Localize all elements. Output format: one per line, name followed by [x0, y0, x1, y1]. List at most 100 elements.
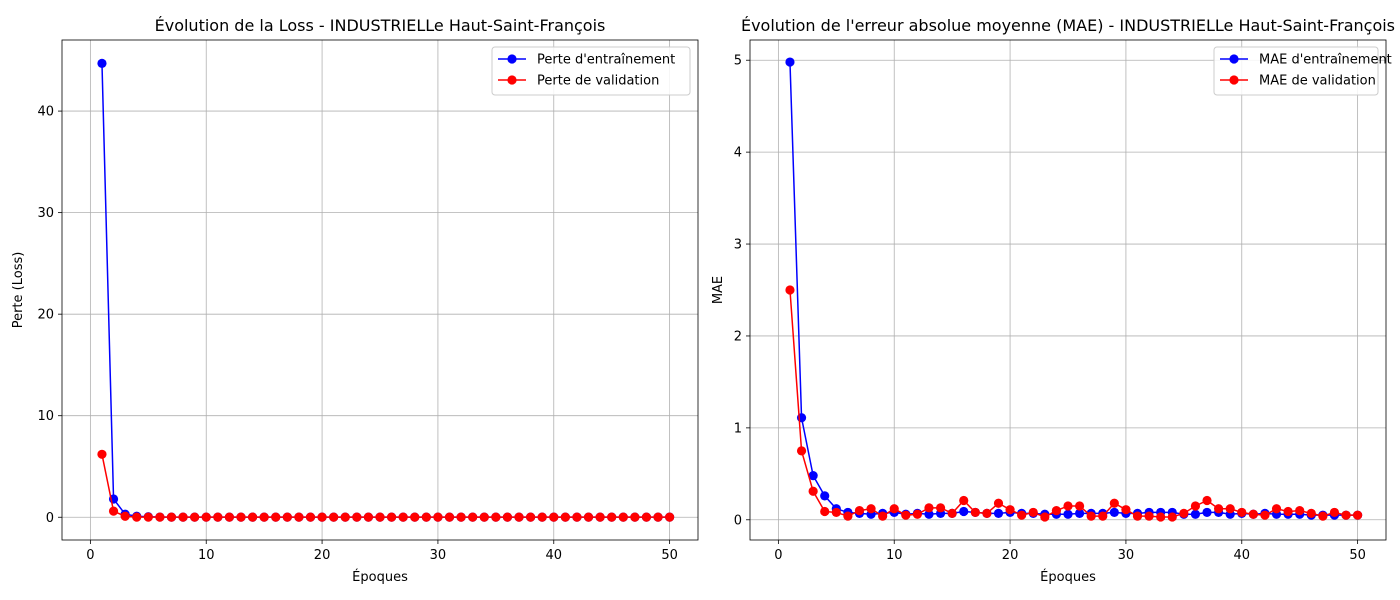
data-point [843, 511, 853, 521]
data-point [1283, 506, 1293, 517]
data-point [630, 512, 640, 522]
data-point [468, 512, 478, 522]
data-point [108, 506, 119, 516]
data-point [1202, 495, 1212, 506]
data-point [1271, 504, 1282, 514]
data-point [213, 512, 223, 522]
data-point [1156, 512, 1166, 522]
data-point [889, 504, 899, 514]
data-point [808, 486, 818, 496]
y-tick-label: 10 [37, 409, 54, 424]
chart-panel-2: 0 10 20 30 40 50 0 1 2 3 4 5 Évolution de l'erreur a… [711, 16, 1395, 585]
legend: MAE d'entraînement MAE de validation [1213, 46, 1392, 96]
data-point [1005, 505, 1015, 515]
plot-area [97, 58, 675, 522]
data-point [831, 507, 841, 518]
data-point [959, 506, 969, 517]
data-point [398, 512, 408, 522]
data-point [1237, 507, 1247, 518]
data-point [653, 512, 663, 522]
plot-area [785, 57, 1363, 522]
legend-label: MAE de validation [1259, 74, 1376, 89]
data-point [947, 508, 957, 518]
data-point [993, 508, 1004, 518]
data-point [433, 512, 443, 522]
data-point [1318, 511, 1328, 521]
axes-frame [61, 39, 699, 541]
data-point [607, 512, 617, 522]
data-point [1190, 509, 1201, 519]
data-point [970, 507, 980, 518]
data-point [1202, 507, 1212, 518]
x-tick-label: 10 [886, 548, 903, 563]
x-tick-label: 40 [1233, 548, 1250, 563]
y-tick-label: 0 [734, 513, 742, 528]
series-line-2 [789, 289, 1358, 518]
data-point [808, 471, 818, 481]
legend-marker [1229, 54, 1239, 64]
chart-title: Évolution de la Loss - INDUSTRIELLe Haut… [155, 16, 606, 35]
data-point [155, 512, 165, 522]
data-point [560, 512, 570, 522]
chart-title: Évolution de l'erreur absolue moyenne (M… [741, 16, 1395, 35]
data-point [1086, 511, 1096, 521]
data-point [1132, 511, 1143, 521]
data-point [1341, 510, 1351, 520]
data-point [1179, 508, 1189, 518]
data-point [97, 58, 107, 68]
data-point [924, 503, 934, 513]
data-point [785, 285, 795, 295]
data-point [1074, 501, 1085, 511]
y-tick-label: 2 [734, 329, 742, 344]
y-tick-label: 40 [37, 105, 54, 120]
data-point [340, 512, 350, 522]
data-point [247, 512, 258, 522]
data-point [912, 509, 922, 519]
y-tick-label: 1 [734, 421, 742, 436]
data-point [1167, 512, 1177, 522]
data-point [236, 512, 246, 522]
x-tick-label: 0 [86, 548, 94, 563]
data-point [1040, 512, 1050, 522]
data-point [97, 449, 107, 459]
data-point [363, 512, 374, 522]
data-point [854, 505, 865, 516]
data-point [866, 504, 876, 514]
data-point [572, 512, 582, 522]
data-point [1248, 509, 1258, 519]
data-point [796, 446, 807, 456]
x-tick-label: 10 [198, 548, 215, 563]
x-tick-label: 0 [774, 548, 782, 563]
data-point [1306, 508, 1316, 518]
data-point [1144, 511, 1154, 521]
data-point [1295, 505, 1305, 516]
data-point [785, 57, 795, 67]
data-point [1063, 501, 1073, 511]
data-point [224, 512, 234, 522]
data-point [352, 512, 362, 522]
data-point [1098, 511, 1108, 521]
y-tick-label: 0 [46, 511, 54, 526]
x-tick-label: 20 [314, 548, 331, 563]
y-tick-label: 5 [734, 54, 742, 69]
data-point [166, 512, 177, 522]
data-point [329, 512, 339, 522]
data-point [456, 512, 466, 522]
data-point [375, 512, 385, 522]
y-tick-label: 30 [37, 206, 54, 221]
data-point [993, 498, 1004, 508]
data-point [935, 503, 946, 513]
data-point [201, 512, 211, 522]
data-point [1063, 509, 1073, 519]
data-point [641, 512, 652, 522]
data-point [1028, 507, 1038, 518]
series-line-2 [101, 454, 670, 518]
data-point [410, 512, 420, 522]
data-point [1074, 508, 1085, 518]
x-axis-label: Époques [352, 569, 408, 585]
legend-marker [1229, 75, 1239, 85]
data-point [595, 512, 605, 522]
data-point [901, 510, 911, 520]
legend: Perte d'entraînement Perte de validation [491, 46, 691, 96]
